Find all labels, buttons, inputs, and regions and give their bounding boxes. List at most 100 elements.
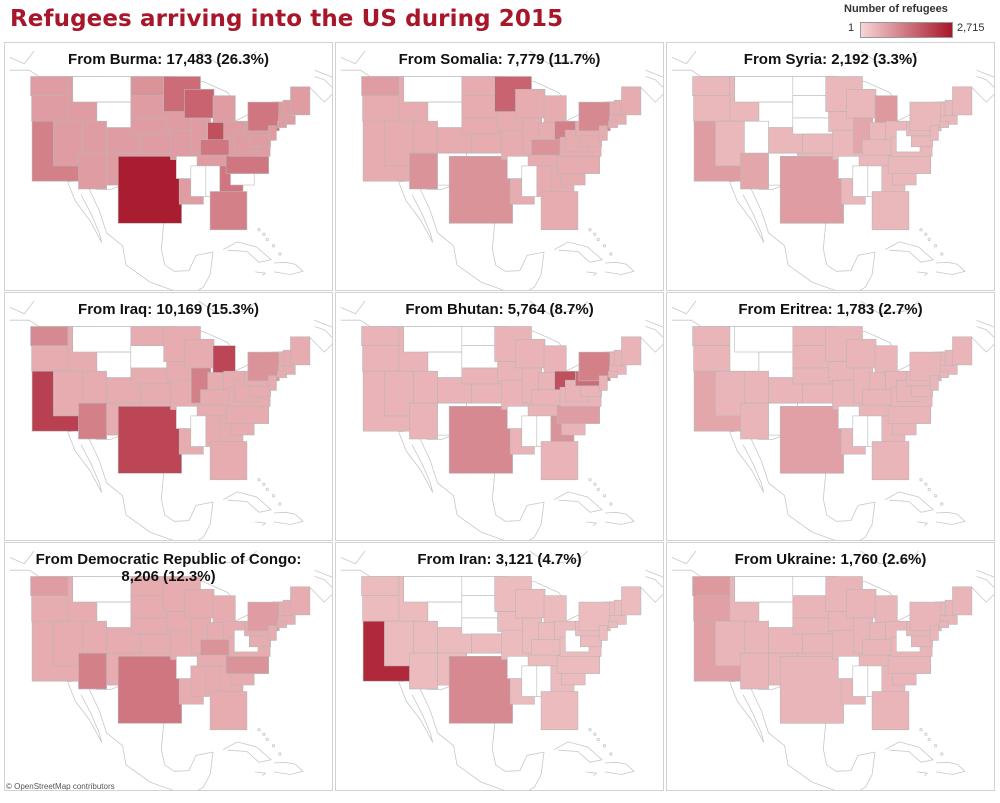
map-panel-burma[interactable]: From Burma: 17,483 (26.3%) (4, 42, 333, 291)
state-mt[interactable] (734, 76, 794, 103)
state-sd[interactable] (792, 595, 830, 619)
map-panel-syria[interactable]: From Syria: 2,192 (3.3%) (666, 42, 995, 291)
state-tx[interactable] (779, 156, 844, 224)
state-fl[interactable] (209, 691, 248, 731)
state-nj[interactable] (598, 375, 608, 391)
state-az[interactable] (740, 652, 769, 690)
state-tx[interactable] (117, 156, 182, 224)
state-sd[interactable] (130, 345, 168, 369)
state-me[interactable] (952, 86, 973, 116)
state-me[interactable] (952, 336, 973, 366)
state-md[interactable] (249, 635, 271, 648)
state-ct[interactable] (277, 620, 287, 628)
state-wi[interactable] (515, 338, 546, 369)
state-ut[interactable] (744, 120, 769, 154)
state-sd[interactable] (461, 345, 499, 369)
state-nv[interactable] (53, 120, 83, 167)
state-nc[interactable] (225, 405, 270, 424)
state-mi[interactable] (874, 595, 898, 624)
state-mi[interactable] (212, 345, 236, 374)
map-panel-somalia[interactable]: From Somalia: 7,779 (11.7%) (335, 42, 664, 291)
state-me[interactable] (290, 336, 311, 366)
state-md[interactable] (911, 135, 933, 148)
state-nj[interactable] (929, 375, 939, 391)
state-mt[interactable] (72, 326, 132, 353)
state-az[interactable] (740, 402, 769, 440)
state-ms[interactable] (190, 165, 209, 197)
state-tx[interactable] (448, 406, 513, 474)
state-nd[interactable] (792, 326, 829, 347)
state-ms[interactable] (521, 165, 540, 197)
state-wi[interactable] (184, 88, 215, 119)
state-wi[interactable] (846, 338, 877, 369)
state-fl[interactable] (540, 441, 579, 481)
state-or[interactable] (362, 95, 402, 122)
state-wa[interactable] (361, 76, 400, 97)
state-fl[interactable] (540, 191, 579, 231)
state-sd[interactable] (130, 95, 168, 119)
state-or[interactable] (693, 595, 733, 622)
state-sd[interactable] (461, 95, 499, 119)
state-nv[interactable] (53, 620, 83, 667)
map-panel-iran[interactable]: From Iran: 3,121 (4.7%) (335, 542, 664, 791)
state-nj[interactable] (267, 125, 277, 141)
state-nc[interactable] (887, 405, 932, 424)
state-mt[interactable] (72, 76, 132, 103)
state-nd[interactable] (130, 76, 167, 97)
state-wi[interactable] (846, 88, 877, 119)
state-md[interactable] (249, 385, 271, 398)
map-panel-ukraine[interactable]: From Ukraine: 1,760 (2.6%) (666, 542, 995, 791)
state-nc[interactable] (225, 655, 270, 674)
state-mt[interactable] (734, 326, 794, 353)
state-ut[interactable] (82, 620, 107, 654)
state-az[interactable] (78, 652, 107, 690)
state-mi[interactable] (212, 95, 236, 124)
state-or[interactable] (31, 345, 71, 372)
state-tx[interactable] (779, 406, 844, 474)
state-mi[interactable] (543, 345, 567, 374)
state-tx[interactable] (117, 656, 182, 724)
state-sd[interactable] (461, 595, 499, 619)
state-or[interactable] (31, 95, 71, 122)
state-ny[interactable] (578, 351, 611, 382)
map-panel-eritrea[interactable]: From Eritrea: 1,783 (2.7%) (666, 292, 995, 541)
state-fl[interactable] (871, 191, 910, 231)
state-or[interactable] (693, 95, 733, 122)
state-nv[interactable] (384, 120, 414, 167)
state-ut[interactable] (413, 620, 438, 654)
state-fl[interactable] (540, 691, 579, 731)
state-nv[interactable] (53, 370, 83, 417)
state-nd[interactable] (461, 576, 498, 597)
state-fl[interactable] (871, 691, 910, 731)
state-wa[interactable] (30, 326, 69, 347)
state-ut[interactable] (82, 120, 107, 154)
state-md[interactable] (911, 385, 933, 398)
state-nd[interactable] (130, 326, 167, 347)
state-ms[interactable] (852, 665, 871, 697)
state-fl[interactable] (871, 441, 910, 481)
state-nd[interactable] (792, 76, 829, 97)
state-mi[interactable] (874, 345, 898, 374)
state-ny[interactable] (909, 351, 942, 382)
state-nc[interactable] (556, 155, 601, 174)
state-wi[interactable] (515, 88, 546, 119)
map-panel-congo[interactable]: From Democratic Republic of Congo: 8,206 … (4, 542, 333, 791)
state-mi[interactable] (543, 595, 567, 624)
state-wa[interactable] (692, 576, 731, 597)
map-panel-bhutan[interactable]: From Bhutan: 5,764 (8.7%) (335, 292, 664, 541)
state-az[interactable] (409, 652, 438, 690)
state-nc[interactable] (556, 405, 601, 424)
state-ct[interactable] (939, 370, 949, 378)
state-ct[interactable] (608, 370, 618, 378)
state-tx[interactable] (448, 656, 513, 724)
state-me[interactable] (621, 86, 642, 116)
state-ms[interactable] (521, 415, 540, 447)
state-wi[interactable] (515, 588, 546, 619)
state-ct[interactable] (608, 620, 618, 628)
state-az[interactable] (78, 152, 107, 190)
state-ut[interactable] (744, 370, 769, 404)
state-md[interactable] (580, 385, 602, 398)
state-mi[interactable] (543, 95, 567, 124)
state-ct[interactable] (608, 120, 618, 128)
state-wa[interactable] (361, 326, 400, 347)
